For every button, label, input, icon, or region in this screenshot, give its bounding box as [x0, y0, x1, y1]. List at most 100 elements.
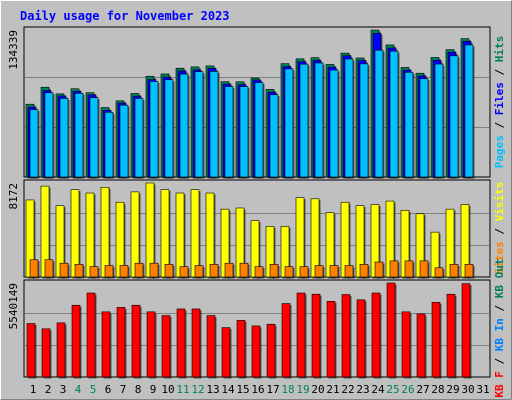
bar-kbytes-day-5 [86, 292, 96, 378]
legend-entry-visits: Visits [493, 182, 506, 222]
bar-pages-day-17 [269, 94, 279, 178]
day-label-14: 14 [221, 383, 235, 396]
bar-kbytes-day-22 [341, 294, 351, 378]
day-label-28: 28 [431, 383, 444, 396]
bar-sites-day-21 [329, 265, 339, 278]
legend-entry-kb-out: KB Out [493, 258, 506, 298]
bar-sites-day-16 [254, 266, 264, 278]
bar-kbytes-day-26 [401, 311, 411, 378]
bar-kbytes-day-1 [26, 323, 36, 378]
day-label-21: 21 [326, 383, 339, 396]
bar-sites-day-18 [284, 266, 294, 278]
bar-pages-day-29 [449, 55, 459, 178]
bar-visits-day-6 [100, 186, 110, 278]
bar-visits-day-5 [85, 192, 95, 278]
day-label-19: 19 [296, 383, 309, 396]
bar-kbytes-day-13 [206, 315, 216, 378]
bar-kbytes-day-20 [311, 293, 321, 378]
bar-pages-day-14 [224, 86, 234, 178]
bar-sites-day-8 [134, 262, 144, 278]
bar-pages-day-11 [179, 73, 189, 178]
day-label-29: 29 [446, 383, 459, 396]
bar-pages-day-25 [389, 50, 399, 178]
bars [25, 29, 475, 379]
legend-entry-sites: Sites [493, 241, 506, 274]
day-label-15: 15 [236, 383, 249, 396]
day-label-16: 16 [251, 383, 264, 396]
bar-kbytes-day-12 [191, 308, 201, 378]
bar-pages-day-27 [419, 78, 429, 178]
chart-title: Daily usage for November 2023 [20, 9, 230, 23]
legend-hits-files-pages: Pages / Files / Hits [493, 36, 506, 169]
bar-visits-day-10 [160, 189, 170, 278]
bar-pages-day-26 [404, 72, 414, 178]
day-label-26: 26 [401, 383, 414, 396]
bar-pages-day-30 [464, 44, 474, 178]
bar-sites-day-29 [449, 264, 459, 278]
day-label-30: 30 [461, 383, 474, 396]
bar-kbytes-day-16 [251, 325, 261, 378]
bar-kbytes-day-18 [281, 303, 291, 378]
bar-kbytes-day-28 [431, 302, 441, 378]
bar-sites-day-3 [59, 262, 69, 278]
day-label-25: 25 [386, 383, 399, 396]
day-label-8: 8 [135, 383, 142, 396]
legend-entry-kb-f: KB F [493, 371, 506, 398]
bar-sites-day-13 [209, 264, 219, 278]
bar-pages-day-6 [104, 112, 114, 178]
bar-sites-day-7 [119, 265, 129, 278]
legend-visits-sites: Sites / Visits [493, 182, 506, 275]
max-label-kbytes: 5540149 [7, 283, 20, 329]
bar-pages-day-16 [254, 82, 264, 178]
bar-pages-day-7 [119, 104, 129, 178]
bar-kbytes-day-11 [176, 308, 186, 378]
day-label-4: 4 [75, 383, 82, 396]
bar-pages-day-24 [374, 49, 384, 178]
max-label-hits-files-pages: 134339 [7, 30, 20, 70]
bar-sites-day-23 [359, 264, 369, 278]
bar-sites-day-4 [74, 264, 84, 278]
bar-sites-day-1 [29, 259, 39, 278]
bar-kbytes-day-21 [326, 301, 336, 378]
bar-kbytes-day-9 [146, 311, 156, 378]
bar-kbytes-day-19 [296, 292, 306, 378]
day-label-2: 2 [45, 383, 52, 396]
bar-sites-day-26 [404, 260, 414, 278]
bar-sites-day-10 [164, 264, 174, 278]
bar-pages-day-10 [164, 79, 174, 178]
bar-sites-day-27 [419, 260, 429, 278]
bar-visits-day-11 [175, 192, 185, 278]
bar-kbytes-day-3 [56, 322, 66, 378]
bar-kbytes-day-24 [371, 292, 381, 378]
bar-kbytes-day-2 [41, 328, 51, 378]
bar-sites-day-30 [464, 264, 474, 278]
day-label-31: 31 [476, 383, 489, 396]
day-label-11: 11 [176, 383, 189, 396]
bar-kbytes-day-8 [131, 304, 141, 378]
bar-sites-day-25 [389, 260, 399, 278]
bar-pages-day-1 [29, 109, 39, 178]
bar-pages-day-21 [329, 69, 339, 178]
bar-pages-day-13 [209, 71, 219, 178]
bar-pages-day-19 [299, 63, 309, 178]
day-label-6: 6 [105, 383, 112, 396]
day-label-13: 13 [206, 383, 219, 396]
bar-sites-day-2 [44, 259, 54, 278]
bar-sites-day-19 [299, 266, 309, 278]
bar-kbytes-day-25 [386, 282, 396, 378]
day-label-22: 22 [341, 383, 354, 396]
bar-sites-day-17 [269, 264, 279, 278]
day-label-12: 12 [191, 383, 204, 396]
day-label-27: 27 [416, 383, 429, 396]
day-label-24: 24 [371, 383, 385, 396]
day-label-7: 7 [120, 383, 127, 396]
legend-kbytes: KB F / KB In / KB Out [493, 258, 506, 397]
day-label-1: 1 [30, 383, 37, 396]
day-label-9: 9 [150, 383, 157, 396]
labels: 134339 8 1 7 2 5540149 Pages / Files / Hits Sit… [7, 30, 506, 398]
bar-sites-day-12 [194, 265, 204, 278]
bar-sites-day-9 [149, 262, 159, 278]
bar-pages-day-2 [44, 92, 54, 178]
bar-sites-day-5 [89, 266, 99, 278]
